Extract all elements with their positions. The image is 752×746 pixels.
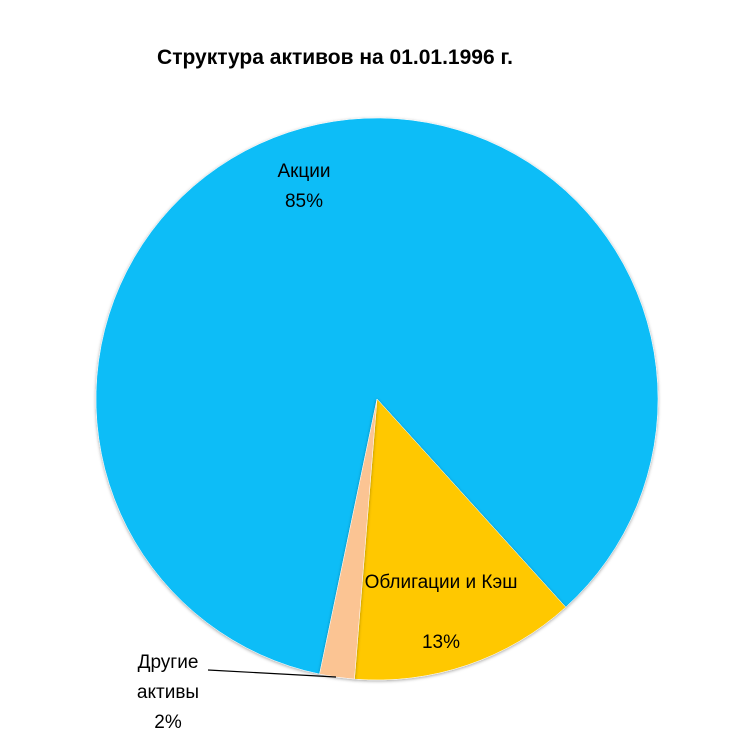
slice-value-label: 2% <box>154 712 182 733</box>
slice-label: Другие активы <box>136 652 200 703</box>
chart-title: Структура активов на 01.01.1996 г. <box>157 46 513 69</box>
leader-line <box>207 669 337 678</box>
slice-label: Акции <box>277 161 331 182</box>
pie-slice <box>354 398 567 681</box>
slice-value-label: 85% <box>284 191 324 212</box>
slice-value-label: 13% <box>421 632 461 653</box>
pie-slice <box>95 117 659 675</box>
slice-label: Облигации и Кэш <box>364 572 518 593</box>
pie-slice <box>319 398 378 680</box>
